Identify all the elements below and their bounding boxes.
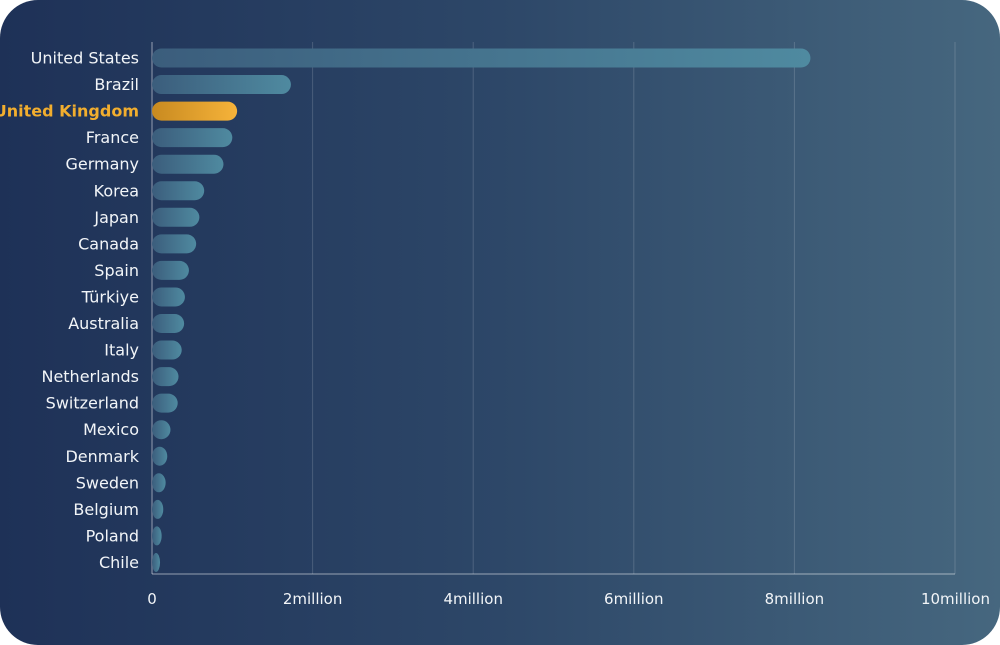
category-label: United States [31,49,139,68]
bar [152,234,197,254]
bar [152,154,224,174]
bar [152,499,164,519]
x-tick-label: 8million [765,590,825,608]
bar [152,420,171,440]
category-label: United Kingdom [0,102,139,121]
category-label: Canada [78,234,139,253]
x-tick-label: 2million [283,590,343,608]
category-label: Italy [104,341,139,360]
category-label: Mexico [83,420,139,439]
x-tick-label: 4million [443,590,503,608]
category-label: Australia [68,314,139,333]
category-label: Sweden [76,473,139,492]
category-label: Brazil [94,75,139,94]
bar [152,473,166,493]
bar [152,287,185,307]
category-label: Netherlands [41,367,139,386]
category-label: Denmark [65,447,139,466]
category-label: Korea [94,181,139,200]
bar [152,446,168,466]
bar [152,101,238,121]
bar [152,48,811,68]
bar [152,128,233,148]
x-tick-label: 10million [921,590,990,608]
category-label: Chile [99,553,139,572]
category-label: France [86,128,139,147]
bar [152,340,182,360]
bar [152,260,189,280]
bar [152,552,161,572]
bar [152,393,178,413]
bar [152,526,162,546]
bar [152,314,185,333]
x-tick-label: 6million [604,590,664,608]
category-label: Germany [65,155,139,174]
category-label: Spain [94,261,139,280]
category-label: Türkiye [81,287,139,306]
category-label: Japan [93,208,139,227]
x-tick-label: 0 [147,590,157,608]
category-label: Belgium [73,500,139,519]
bar [152,181,205,201]
bar [152,367,179,387]
bar [152,207,200,227]
bar [152,75,291,95]
category-label: Poland [86,526,139,545]
category-label: Switzerland [46,394,139,413]
